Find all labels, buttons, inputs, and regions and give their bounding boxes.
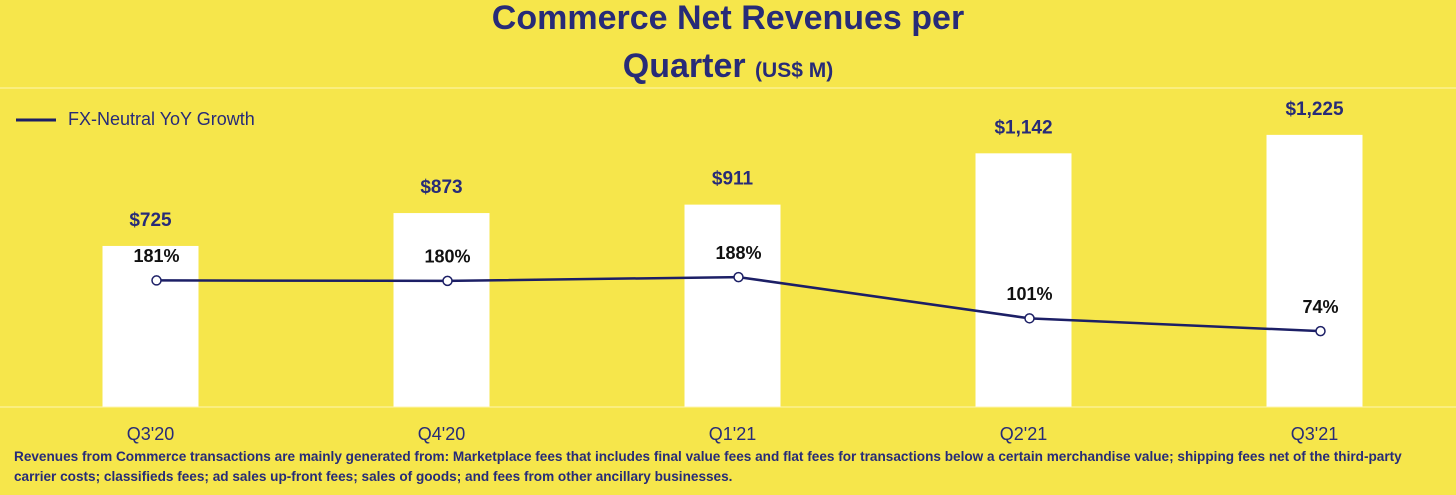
bar-value-label: $911 (712, 169, 754, 190)
bar (975, 153, 1072, 407)
chart-title-block: Commerce Net Revenues per Quarter (US$ M… (478, 0, 978, 95)
x-tick-label: Q3'20 (127, 424, 174, 444)
line-value-label: 101% (1006, 284, 1052, 304)
line-value-label: 188% (715, 243, 761, 263)
x-tick-label: Q1'21 (709, 424, 756, 444)
x-tick-label: Q2'21 (1000, 424, 1047, 444)
line-value-label: 74% (1302, 297, 1338, 317)
line-point (1024, 313, 1035, 324)
bar-value-label: $725 (129, 210, 172, 231)
footnote: Revenues from Commerce transactions are … (14, 449, 1402, 484)
bar (393, 213, 490, 407)
x-tick-label: Q3'21 (1291, 424, 1338, 444)
bar-value-label: $1,142 (994, 117, 1052, 138)
bar (1266, 134, 1363, 407)
x-tick-label: Q4'20 (418, 424, 465, 444)
line-point (151, 275, 162, 286)
chart-subtitle: (US$ M) (755, 59, 834, 82)
bar-value-label: $873 (420, 177, 462, 198)
line-value-label: 181% (133, 246, 179, 266)
bar (684, 204, 781, 407)
line-point (1315, 325, 1326, 337)
bar-value-label: $1,225 (1285, 99, 1344, 120)
legend-label: FX-Neutral YoY Growth (68, 109, 255, 129)
line-point (733, 271, 744, 283)
line-point (442, 275, 453, 287)
chart-title: Commerce Net Revenues per Quarter (491, 0, 965, 85)
line-value-label: 180% (424, 247, 470, 267)
bar (102, 245, 199, 407)
